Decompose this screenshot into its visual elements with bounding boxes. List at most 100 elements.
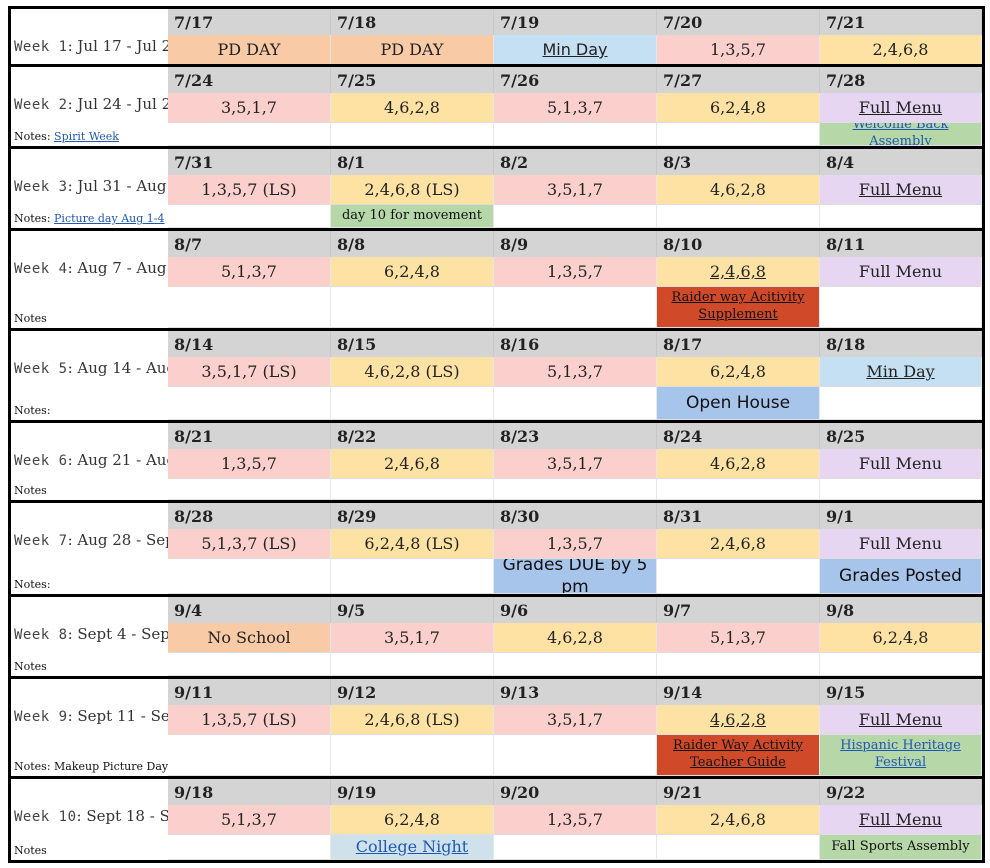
schedule-cell: 2,4,6,8 (LS) [331, 175, 494, 205]
date-cell: 8/31 [657, 503, 820, 529]
empty-cell [657, 205, 820, 228]
date-cell: 7/17 [168, 9, 331, 35]
schedule-cell: 5,1,3,7 (LS) [168, 529, 331, 559]
schedule-cell: 2,4,6,8 [657, 529, 820, 559]
schedule-cell: 5,1,3,7 [657, 623, 820, 653]
date-cell: 8/25 [820, 423, 982, 449]
week-label-cell: Week 2: Jul 24 - Jul 28 Notes: Spirit Wee… [11, 67, 172, 146]
schedule-text: 1,3,5,7 (LS) [201, 710, 297, 729]
schedule-text: 5,1,3,7 [221, 810, 277, 829]
date-cell: 8/14 [168, 331, 331, 357]
schedule-text: 5,1,3,7 [221, 262, 277, 281]
week-range: : Jul 17 - Jul 21 [67, 37, 169, 55]
week-number: Week 6 [14, 453, 68, 469]
schedule-cell: PD DAY [331, 35, 494, 64]
schedule-text: 3,5,1,7 [384, 628, 440, 647]
week-row: Week 1: Jul 17 - Jul 21 7/177/187/197/207… [8, 6, 985, 67]
event-cell[interactable]: Hispanic Heritage Festival [820, 735, 982, 776]
week-row: Week 3: Jul 31 - Aug 4 Notes: Picture day… [8, 146, 985, 231]
schedule-cell: 1,3,5,7 [494, 257, 657, 287]
date-cell: 9/4 [168, 597, 331, 623]
empty-cell [494, 123, 657, 146]
empty-cell [168, 835, 331, 860]
week-title: Week 6: Aug 21 - Aug 25 [14, 451, 169, 469]
event-text: Grades DUE by 5 pm [502, 559, 648, 594]
week-row: Week 2: Jul 24 - Jul 28 Notes: Spirit Wee… [8, 64, 985, 149]
date-cell: 8/29 [331, 503, 494, 529]
schedule-cell[interactable]: Full Menu [820, 705, 982, 735]
date-cell: 9/11 [168, 679, 331, 705]
empty-cell [494, 287, 657, 328]
date-cell: 8/11 [820, 231, 982, 257]
schedule-cell[interactable]: Full Menu [820, 175, 982, 205]
schedule-text: 6,2,4,8 [384, 262, 440, 281]
empty-cell [494, 835, 657, 860]
schedule-cell: 3,5,1,7 [331, 623, 494, 653]
empty-cell [657, 479, 820, 500]
date-cell: 9/6 [494, 597, 657, 623]
schedule-cell: 3,5,1,7 [168, 93, 331, 123]
schedule-cell: 3,5,1,7 [494, 175, 657, 205]
schedule-cell[interactable]: Min Day [820, 357, 982, 387]
empty-cell [657, 559, 820, 594]
event-text: Fall Sports Assembly [831, 838, 970, 854]
empty-cell [168, 387, 331, 420]
date-cell: 8/17 [657, 331, 820, 357]
schedule-cell: 5,1,3,7 [494, 357, 657, 387]
schedule-text: 1,3,5,7 [710, 40, 766, 59]
schedule-cell: 4,6,2,8 (LS) [331, 357, 494, 387]
event-cell[interactable]: College Night [331, 835, 494, 860]
empty-cell [657, 123, 820, 146]
schedule-cell[interactable]: 4,6,2,8 [657, 705, 820, 735]
notes-label: Notes: [14, 578, 51, 591]
date-cell: 7/26 [494, 67, 657, 93]
schedule-cell[interactable]: Min Day [494, 35, 657, 64]
schedule-cell: 6,2,4,8 [331, 257, 494, 287]
empty-cell [168, 205, 331, 228]
date-cell: 8/16 [494, 331, 657, 357]
empty-cell [494, 479, 657, 500]
schedule-cell[interactable]: 2,4,6,8 [657, 257, 820, 287]
schedule-cell: 4,6,2,8 [657, 175, 820, 205]
schedule-text: PD DAY [380, 40, 444, 59]
week-row: Week 5: Aug 14 - Aug 18Notes:8/148/158/1… [8, 328, 985, 423]
schedule-text: 6,2,4,8 [710, 98, 766, 117]
week-range: : Sept 11 - Sept 15 [67, 707, 169, 725]
date-cell: 8/18 [820, 331, 982, 357]
week-number: Week 9 [14, 709, 68, 725]
empty-cell [168, 559, 331, 594]
schedule-cell: 5,1,3,7 [168, 257, 331, 287]
schedule-cell: 1,3,5,7 [168, 449, 331, 479]
date-cell: 9/14 [657, 679, 820, 705]
date-cell: 9/13 [494, 679, 657, 705]
event-cell[interactable]: Raider way Acitivity Supplement [657, 287, 820, 328]
date-cell: 8/10 [657, 231, 820, 257]
schedule-cell[interactable]: Full Menu [820, 805, 982, 835]
date-cell: 7/27 [657, 67, 820, 93]
schedule-text: 4,6,2,8 [547, 628, 603, 647]
schedule-text: 3,5,1,7 [547, 710, 603, 729]
week-row: Week 6: Aug 21 - Aug 25 Notes 8/218/228/23… [8, 420, 985, 503]
date-cell: 9/15 [820, 679, 982, 705]
schedule-text: 5,1,3,7 (LS) [201, 534, 297, 553]
event-cell: Fall Sports Assembly [820, 835, 982, 860]
schedule-text: 4,6,2,8 [710, 710, 766, 729]
week-notes: Notes [14, 312, 47, 325]
event-cell[interactable]: Raider Way Activity Teacher Guide [657, 735, 820, 776]
schedule-text: 4,6,2,8 (LS) [364, 362, 460, 381]
week-number: Week 3 [14, 179, 68, 195]
schedule-text: 4,6,2,8 [710, 180, 766, 199]
schedule-text: 3,5,1,7 [547, 180, 603, 199]
schedule-cell[interactable]: Full Menu [820, 93, 982, 123]
week-row: Week 10: Sept 18 - Sept 22Notes9/189/199… [8, 776, 985, 863]
notes-link[interactable]: Picture day Aug 1-4 [54, 212, 165, 225]
date-cell: 8/9 [494, 231, 657, 257]
notes-link[interactable]: Spirit Week [54, 130, 119, 143]
week-title: Week 9: Sept 11 - Sept 15 [14, 707, 169, 725]
week-title: Week 7: Aug 28 - Sept 1 [14, 531, 169, 549]
empty-cell [331, 287, 494, 328]
notes-label: Notes: [14, 130, 55, 143]
schedule-text: 5,1,3,7 [547, 362, 603, 381]
event-cell[interactable]: Welcome Back Assembly [820, 123, 982, 146]
date-cell: 7/19 [494, 9, 657, 35]
